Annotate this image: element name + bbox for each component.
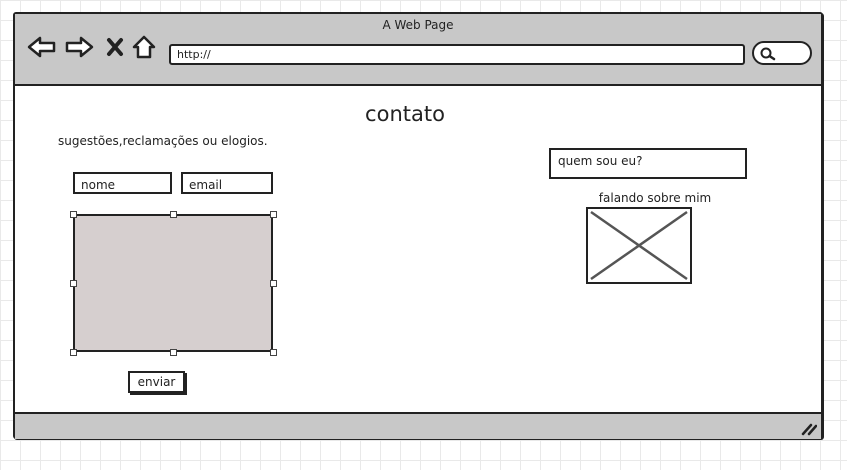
search-icon — [760, 46, 776, 65]
email-field[interactable]: email — [181, 172, 273, 194]
resize-handle[interactable] — [270, 280, 277, 287]
browser-window: A Web Page http:// contato sugestões,rec… — [13, 12, 823, 439]
browser-search-field[interactable] — [752, 41, 812, 65]
message-textarea[interactable] — [73, 214, 273, 352]
resize-handle[interactable] — [70, 211, 77, 218]
window-title: A Web Page — [382, 18, 454, 32]
address-bar[interactable]: http:// — [169, 44, 745, 65]
image-placeholder-icon — [586, 207, 692, 284]
resize-handle[interactable] — [270, 349, 277, 356]
close-icon[interactable] — [105, 34, 125, 60]
forward-arrow-icon[interactable] — [64, 34, 94, 60]
page-title: contato — [365, 102, 445, 126]
about-heading-box: quem sou eu? — [549, 148, 747, 179]
browser-toolbar: A Web Page http:// — [15, 14, 821, 86]
submit-button[interactable]: enviar — [128, 371, 185, 393]
about-caption: falando sobre mim — [598, 191, 712, 205]
back-arrow-icon[interactable] — [27, 34, 57, 60]
status-bar — [15, 412, 821, 439]
resize-handle[interactable] — [70, 349, 77, 356]
resize-grip-icon[interactable] — [801, 421, 818, 440]
page-subtitle: sugestões,reclamações ou elogios. — [58, 134, 268, 148]
home-icon[interactable] — [130, 34, 158, 60]
resize-handle[interactable] — [170, 211, 177, 218]
name-field[interactable]: nome — [73, 172, 172, 194]
resize-handle[interactable] — [70, 280, 77, 287]
resize-handle[interactable] — [270, 211, 277, 218]
resize-handle[interactable] — [170, 349, 177, 356]
